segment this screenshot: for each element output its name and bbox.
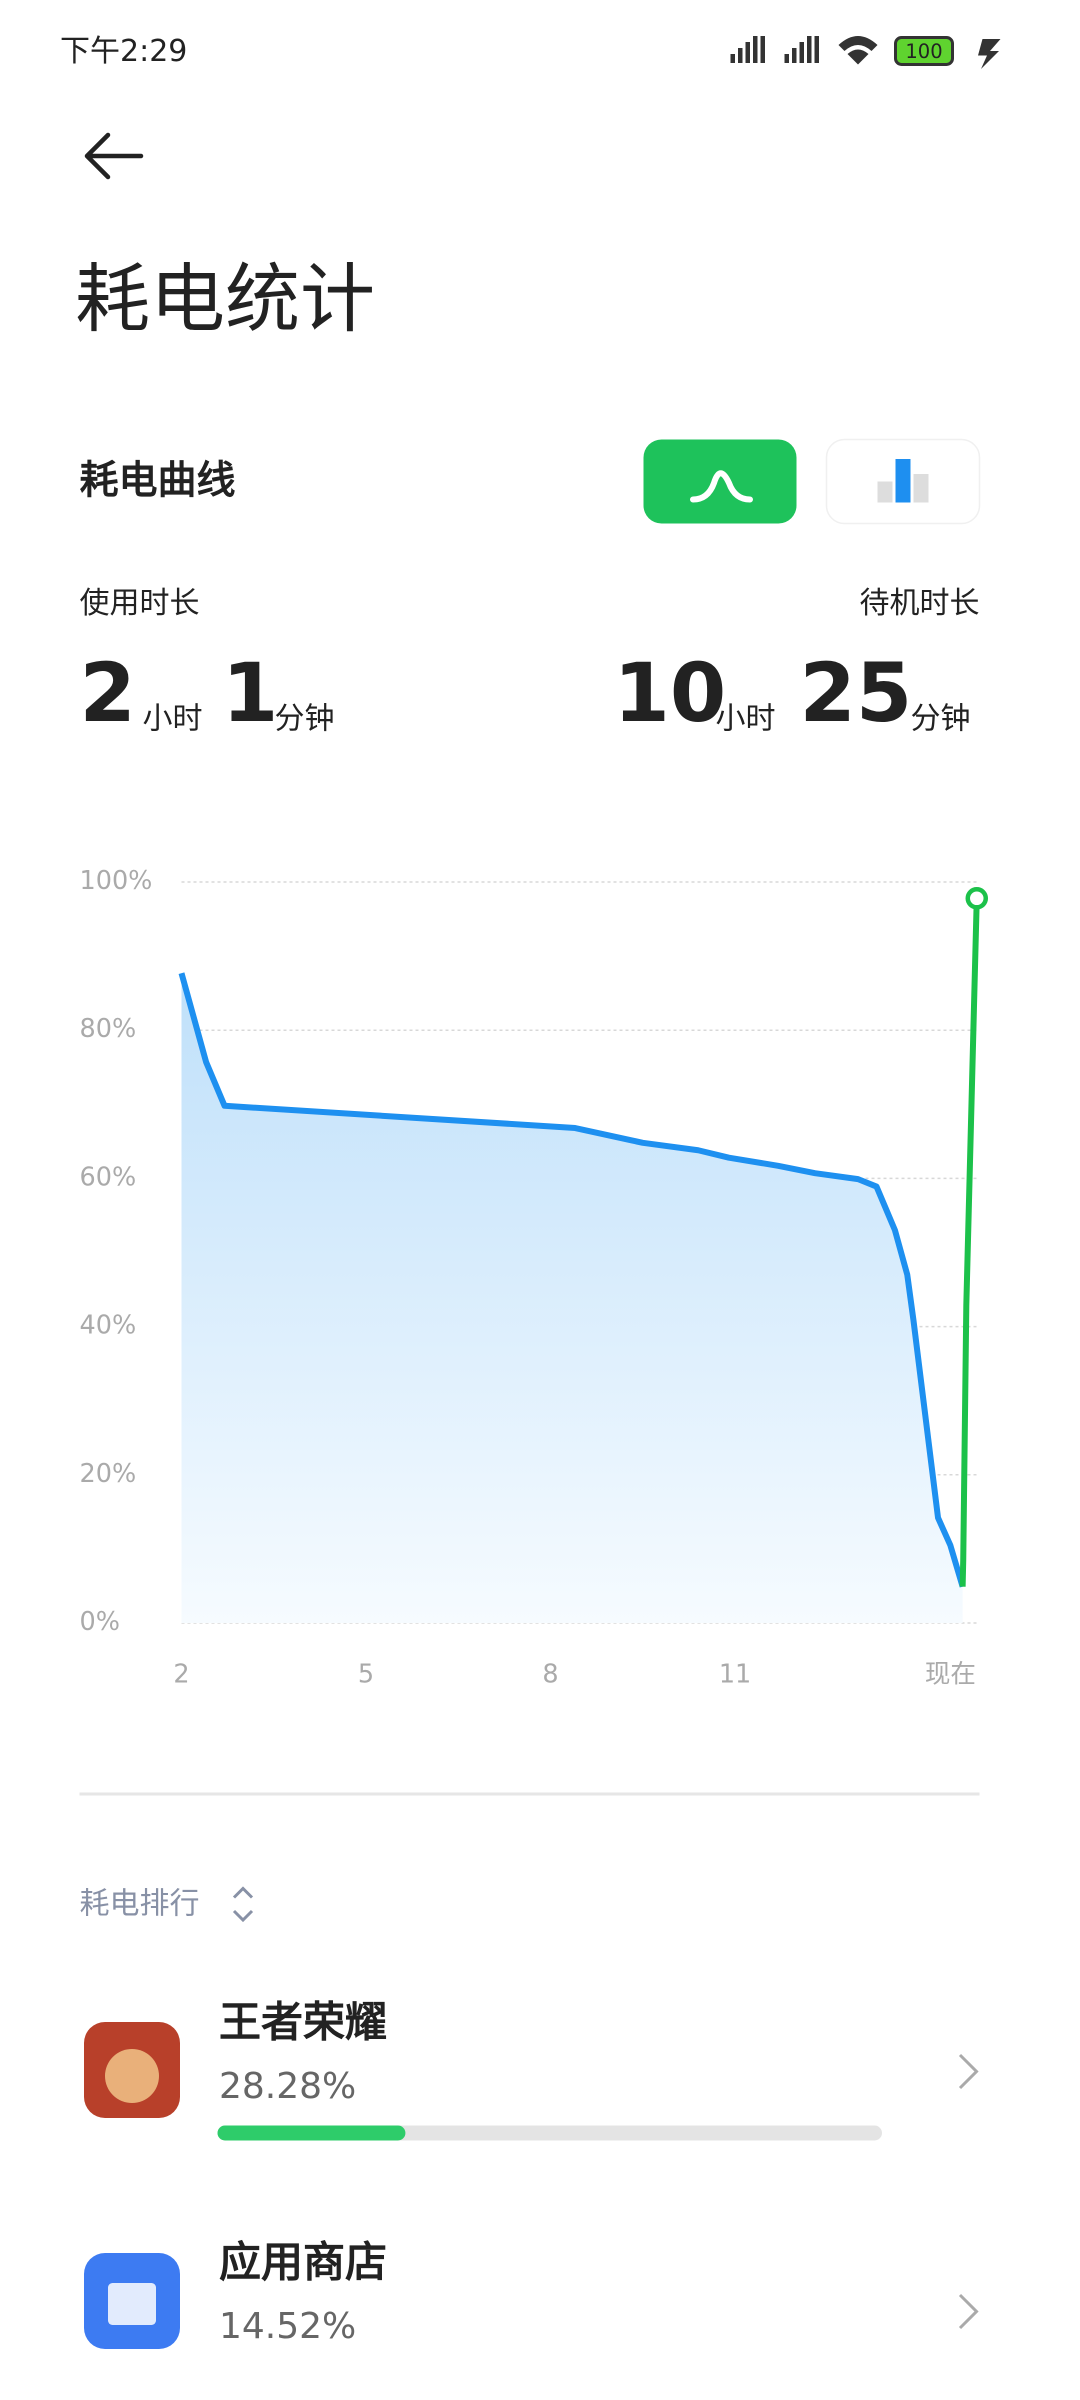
x-tick-label: 5	[358, 1660, 374, 1690]
curve-toggle[interactable]	[643, 439, 797, 524]
area	[181, 973, 963, 1623]
x-tick-label: 8	[542, 1660, 558, 1690]
y-tick-label: 80%	[80, 1014, 137, 1044]
battery-icon	[894, 36, 954, 66]
y-tick-label: 40%	[80, 1311, 137, 1341]
usage-hours: 2	[80, 647, 136, 741]
y-tick-label: 60%	[80, 1162, 137, 1192]
x-tick-label: 2	[173, 1660, 189, 1690]
page-title: 耗电统计	[75, 255, 375, 343]
curve-icon	[690, 470, 753, 503]
section-title: 耗电曲线	[80, 459, 236, 504]
x-tick-label: 现在	[925, 1660, 976, 1690]
app-name[interactable]: 王者荣耀	[219, 1998, 387, 2047]
signal-icons	[730, 36, 878, 65]
line	[178, 972, 966, 1588]
standby-minutes: 25	[800, 647, 913, 741]
chevron[interactable]	[958, 2053, 979, 2090]
chevron[interactable]	[958, 2293, 979, 2330]
ranking-title[interactable]: 耗电排行	[80, 1887, 200, 1922]
line	[959, 898, 980, 1587]
app-icon-grid	[108, 2283, 156, 2325]
usage-label: 使用时长	[80, 586, 200, 621]
usage-minutes: 1	[222, 647, 278, 741]
sort-icon[interactable]	[232, 1886, 254, 1923]
x-tick-label: 11	[719, 1660, 751, 1690]
standby-minutes-unit: 分钟	[911, 702, 971, 737]
standby-label: 待机时长	[860, 586, 980, 621]
charging-icon	[978, 39, 1001, 69]
usage-minutes-unit: 分钟	[275, 702, 335, 737]
status-time: 下午2:29	[60, 34, 187, 69]
bar-icon	[877, 459, 929, 503]
app-percent: 28.28%	[219, 2066, 356, 2107]
standby-hours-unit: 小时	[716, 702, 776, 737]
usage-hours-unit: 小时	[143, 702, 203, 737]
y-tick-label: 0%	[80, 1607, 120, 1637]
app-list: 王者荣耀 28.28% 应用商店 14.52%	[84, 1998, 979, 2349]
battery-level: 100	[905, 40, 942, 63]
standby-hours: 10	[614, 647, 727, 741]
y-tick-label: 100%	[80, 866, 153, 896]
chart: 0% 20% 40% 60% 80% 100% 2 5 8 11 现在	[80, 866, 989, 1690]
app-name[interactable]: 应用商店	[219, 2238, 387, 2287]
progress-fill	[217, 2125, 406, 2141]
app-percent: 14.52%	[219, 2306, 356, 2347]
back-button[interactable]	[84, 132, 144, 180]
current-point	[965, 887, 989, 910]
y-tick-label: 20%	[80, 1459, 137, 1489]
app-icon-face	[105, 2049, 159, 2103]
